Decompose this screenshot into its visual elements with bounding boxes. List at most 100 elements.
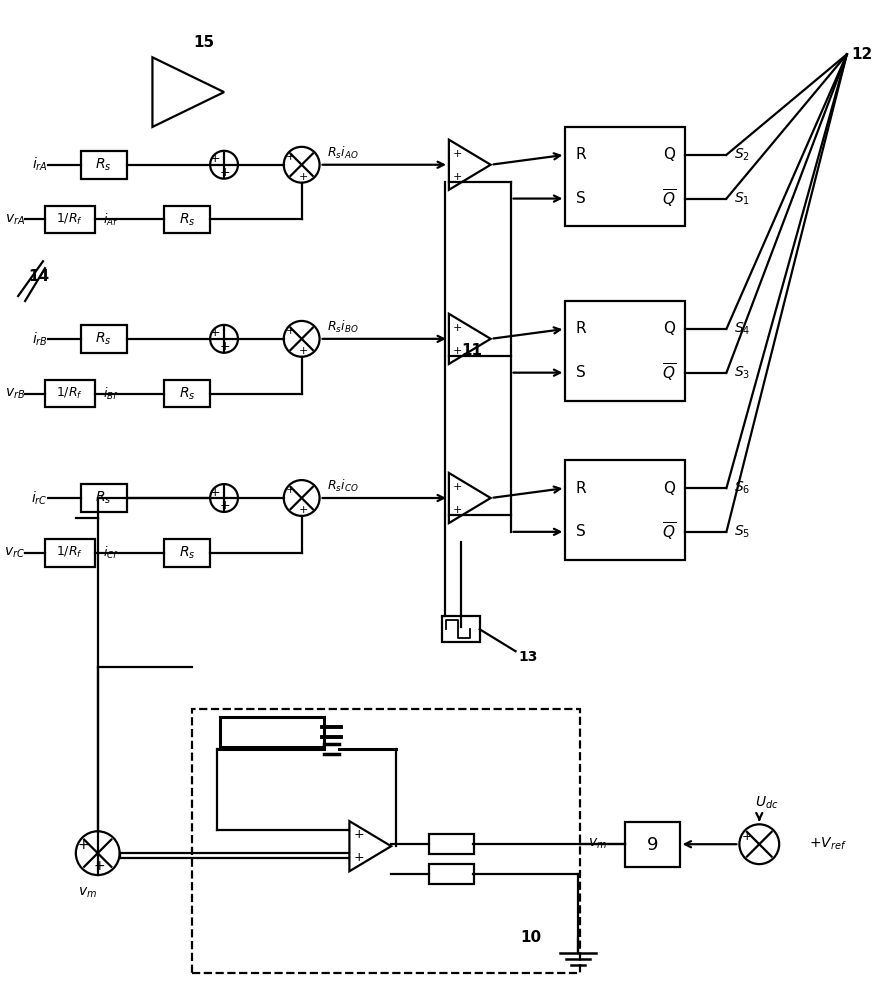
Text: Q: Q bbox=[663, 481, 675, 496]
Text: R: R bbox=[576, 481, 587, 496]
Text: 13: 13 bbox=[519, 650, 538, 664]
Polygon shape bbox=[350, 821, 392, 871]
Text: $U_{dc}$: $U_{dc}$ bbox=[756, 794, 779, 811]
Text: +: + bbox=[299, 505, 308, 515]
Text: R: R bbox=[576, 147, 587, 162]
Text: S: S bbox=[577, 191, 587, 206]
Text: 14: 14 bbox=[28, 269, 49, 284]
FancyBboxPatch shape bbox=[442, 616, 480, 642]
Text: $i_{rB}$: $i_{rB}$ bbox=[32, 330, 48, 348]
Circle shape bbox=[284, 321, 320, 357]
Polygon shape bbox=[449, 314, 490, 364]
Text: $1/R_f$: $1/R_f$ bbox=[56, 386, 84, 401]
Text: 10: 10 bbox=[521, 930, 542, 945]
Text: $1/R_f$: $1/R_f$ bbox=[56, 212, 84, 227]
Text: $i_{Bf}$: $i_{Bf}$ bbox=[102, 386, 118, 402]
FancyBboxPatch shape bbox=[45, 539, 94, 567]
Text: $R_si_{BO}$: $R_si_{BO}$ bbox=[327, 319, 358, 335]
FancyBboxPatch shape bbox=[81, 151, 126, 179]
Text: $R_s$: $R_s$ bbox=[179, 545, 196, 561]
Text: +: + bbox=[299, 172, 308, 182]
Text: +: + bbox=[210, 326, 221, 339]
Text: $+$: $+$ bbox=[452, 504, 462, 515]
Circle shape bbox=[284, 480, 320, 516]
Text: $R_s$: $R_s$ bbox=[95, 157, 112, 173]
Text: $+$: $+$ bbox=[452, 345, 462, 356]
Text: 11: 11 bbox=[461, 343, 481, 358]
Text: R: R bbox=[576, 321, 587, 336]
Text: $v_{rA}$: $v_{rA}$ bbox=[4, 212, 25, 227]
FancyBboxPatch shape bbox=[81, 484, 126, 512]
Circle shape bbox=[210, 151, 238, 179]
Text: $\overline{Q}$: $\overline{Q}$ bbox=[662, 188, 676, 210]
Text: +: + bbox=[286, 152, 295, 162]
Text: $R_s$: $R_s$ bbox=[95, 490, 112, 506]
Text: $S_1$: $S_1$ bbox=[734, 190, 750, 207]
Text: $v_{rC}$: $v_{rC}$ bbox=[4, 546, 25, 560]
Text: $S_4$: $S_4$ bbox=[734, 321, 751, 337]
Text: $i_{Cf}$: $i_{Cf}$ bbox=[102, 545, 118, 561]
Text: $v_m$: $v_m$ bbox=[588, 837, 607, 851]
FancyBboxPatch shape bbox=[565, 460, 684, 560]
Text: $\overline{Q}$: $\overline{Q}$ bbox=[662, 521, 676, 543]
Text: $S_5$: $S_5$ bbox=[734, 524, 750, 540]
Circle shape bbox=[210, 325, 238, 353]
Text: +: + bbox=[78, 838, 90, 852]
Text: $R_si_{CO}$: $R_si_{CO}$ bbox=[327, 478, 359, 494]
FancyBboxPatch shape bbox=[45, 206, 94, 233]
Text: +: + bbox=[94, 859, 106, 873]
FancyBboxPatch shape bbox=[565, 127, 684, 226]
Text: 9: 9 bbox=[647, 836, 658, 854]
FancyBboxPatch shape bbox=[165, 206, 210, 233]
FancyBboxPatch shape bbox=[429, 834, 473, 854]
Text: $+$: $+$ bbox=[452, 481, 462, 492]
Text: $R_s$: $R_s$ bbox=[95, 331, 112, 347]
Text: +: + bbox=[354, 851, 365, 864]
Text: 15: 15 bbox=[194, 35, 214, 50]
Text: +: + bbox=[220, 499, 231, 512]
Text: $v_m$: $v_m$ bbox=[78, 886, 97, 900]
Text: +: + bbox=[299, 346, 308, 356]
Text: $i_{Af}$: $i_{Af}$ bbox=[102, 211, 118, 228]
FancyBboxPatch shape bbox=[45, 380, 94, 407]
Text: Q: Q bbox=[663, 321, 675, 336]
Circle shape bbox=[210, 484, 238, 512]
Text: $S_2$: $S_2$ bbox=[734, 147, 750, 163]
Text: $+V_{ref}$: $+V_{ref}$ bbox=[809, 836, 846, 852]
Circle shape bbox=[284, 147, 320, 183]
Text: $R_si_{AO}$: $R_si_{AO}$ bbox=[327, 145, 358, 161]
Text: $R_s$: $R_s$ bbox=[179, 385, 196, 402]
Text: $+$: $+$ bbox=[452, 322, 462, 333]
Text: $R_s$: $R_s$ bbox=[179, 211, 196, 228]
Text: $\overline{Q}$: $\overline{Q}$ bbox=[662, 362, 676, 384]
Text: 12: 12 bbox=[852, 47, 873, 62]
Text: +: + bbox=[354, 828, 365, 841]
Text: S: S bbox=[577, 524, 587, 539]
FancyBboxPatch shape bbox=[625, 822, 680, 867]
Text: +: + bbox=[286, 485, 295, 495]
Text: $S_3$: $S_3$ bbox=[734, 364, 750, 381]
Polygon shape bbox=[449, 473, 490, 523]
Circle shape bbox=[76, 831, 119, 875]
Text: $S_6$: $S_6$ bbox=[734, 480, 751, 496]
FancyBboxPatch shape bbox=[165, 380, 210, 407]
Text: $+$: $+$ bbox=[452, 171, 462, 182]
Text: $i_{rC}$: $i_{rC}$ bbox=[31, 489, 48, 507]
FancyBboxPatch shape bbox=[565, 301, 684, 401]
Text: $v_{rB}$: $v_{rB}$ bbox=[4, 386, 25, 401]
FancyBboxPatch shape bbox=[165, 539, 210, 567]
Text: $1/R_f$: $1/R_f$ bbox=[56, 545, 84, 560]
Text: S: S bbox=[577, 365, 587, 380]
Text: +: + bbox=[210, 152, 221, 165]
FancyBboxPatch shape bbox=[192, 709, 580, 973]
Text: $i_{rA}$: $i_{rA}$ bbox=[32, 156, 48, 173]
FancyBboxPatch shape bbox=[81, 325, 126, 353]
Text: Q: Q bbox=[663, 147, 675, 162]
FancyBboxPatch shape bbox=[429, 864, 473, 884]
Text: $+$: $+$ bbox=[452, 148, 462, 159]
Text: +: + bbox=[742, 830, 753, 843]
Text: +: + bbox=[220, 166, 231, 179]
Text: +: + bbox=[210, 486, 221, 499]
Polygon shape bbox=[449, 140, 490, 190]
Text: +: + bbox=[220, 340, 231, 353]
